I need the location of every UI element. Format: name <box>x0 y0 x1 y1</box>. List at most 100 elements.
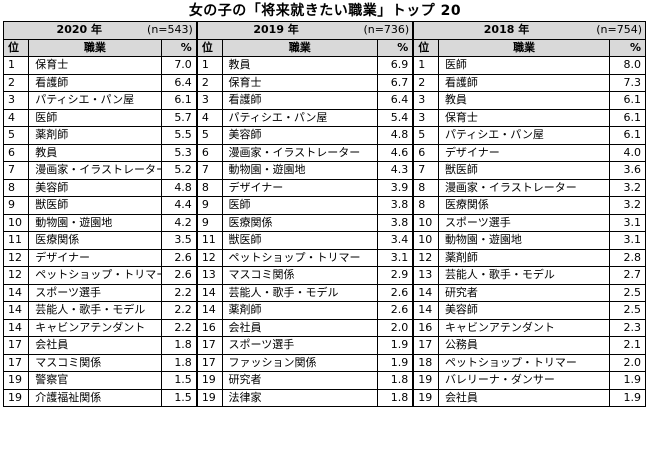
rank-cell: 6 <box>412 143 439 162</box>
pct-cell: 3.5 <box>160 231 198 250</box>
rank-cell: 16 <box>412 318 439 337</box>
table-row: 7 漫画家・イラストレーター 5.2 7 動物園・遊園地 4.3 7 獣医師 3.6 <box>2 161 646 180</box>
rank-header: 位 <box>412 38 439 57</box>
job-cell: 医療関係 <box>221 213 379 232</box>
year-header-row: 2020 年 (n=543) 2019 年 (n=736) 2018 年 (n=… <box>2 21 647 40</box>
job-cell: 医師 <box>221 196 379 215</box>
job-cell: 保育士 <box>221 73 379 92</box>
job-cell: マスコミ関係 <box>221 266 379 285</box>
job-cell: 医療関係 <box>437 196 611 215</box>
rank-cell: 19 <box>195 371 223 390</box>
rank-cell: 14 <box>2 283 30 302</box>
job-cell: 美容師 <box>221 126 379 145</box>
rank-cell: 9 <box>195 196 223 215</box>
job-cell: 美容師 <box>437 301 611 320</box>
job-cell: スポーツ選手 <box>437 213 611 232</box>
job-cell: キャビンアテンダント <box>28 318 162 337</box>
pct-header: % <box>160 38 198 57</box>
rank-cell: 7 <box>195 161 223 180</box>
table-row: 17 マスコミ関係 1.8 17 ファッション関係 1.9 18 ペットショップ・トリマー 2.… <box>2 353 646 372</box>
job-cell: 漫画家・イラストレーター <box>28 161 162 180</box>
table-row: 14 芸能人・歌手・モデル 2.2 14 薬剤師 2.6 14 美容師 2.5 <box>2 301 646 320</box>
rank-cell: 12 <box>2 266 30 285</box>
table-row: 4 医師 5.7 4 パティシエ・パン屋 5.4 3 保育士 6.1 <box>2 108 646 127</box>
rank-cell: 1 <box>412 56 439 75</box>
rank-cell: 14 <box>195 301 223 320</box>
table-row: 12 デザイナー 2.6 12 ペットショップ・トリマー 3.1 12 薬剤師 2.8 <box>2 248 646 267</box>
rank-cell: 17 <box>412 336 439 355</box>
pct-cell: 5.4 <box>377 108 414 127</box>
rank-cell: 17 <box>2 353 30 372</box>
pct-cell: 2.7 <box>609 266 646 285</box>
rank-cell: 8 <box>412 178 439 197</box>
table-row: 6 教員 5.3 6 漫画家・イラストレーター 4.6 6 デザイナー 4.0 <box>2 143 646 162</box>
pct-cell: 5.3 <box>160 143 198 162</box>
rank-cell: 3 <box>412 91 439 110</box>
pct-cell: 3.8 <box>377 196 414 215</box>
pct-cell: 3.8 <box>377 213 414 232</box>
rank-cell: 11 <box>195 231 223 250</box>
pct-cell: 2.6 <box>160 266 198 285</box>
pct-cell: 2.3 <box>609 318 646 337</box>
pct-cell: 6.7 <box>377 73 414 92</box>
job-cell: 芸能人・歌手・モデル <box>437 266 611 285</box>
pct-cell: 2.2 <box>160 301 198 320</box>
job-cell: 会社員 <box>437 388 611 407</box>
rank-cell: 12 <box>2 248 30 267</box>
pct-cell: 6.1 <box>609 108 646 127</box>
job-cell: 看護師 <box>221 91 379 110</box>
table-row: 8 美容師 4.8 8 デザイナー 3.9 8 漫画家・イラストレーター 3.2 <box>2 178 646 197</box>
job-cell: ファッション関係 <box>221 353 379 372</box>
rank-cell: 2 <box>195 73 223 92</box>
column-header-row: 位 職業 % 位 職業 % 位 職業 % <box>2 38 646 57</box>
pct-cell: 5.7 <box>160 108 198 127</box>
job-cell: スポーツ選手 <box>221 336 379 355</box>
pct-cell: 3.2 <box>609 196 646 215</box>
rank-cell: 6 <box>2 143 30 162</box>
page-title: 女の子の「将来就きたい職業」トップ 20 <box>188 3 462 19</box>
pct-cell: 1.9 <box>377 353 414 372</box>
pct-cell: 2.5 <box>609 301 646 320</box>
pct-cell: 5.2 <box>160 161 198 180</box>
rank-cell: 16 <box>195 318 223 337</box>
table-row: 10 動物園・遊園地 4.2 9 医療関係 3.8 10 スポーツ選手 3.1 <box>2 213 646 232</box>
job-cell: 漫画家・イラストレーター <box>437 178 611 197</box>
job-cell: 看護師 <box>437 73 611 92</box>
rank-cell: 4 <box>2 108 30 127</box>
pct-cell: 2.0 <box>377 318 414 337</box>
pct-cell: 6.4 <box>160 73 198 92</box>
sample-size: (n=736) <box>363 23 410 36</box>
pct-cell: 8.0 <box>609 56 646 75</box>
pct-cell: 6.1 <box>609 91 646 110</box>
job-cell: 警察官 <box>28 371 162 390</box>
job-cell: 医療関係 <box>28 231 162 250</box>
job-cell: デザイナー <box>221 178 379 197</box>
rank-cell: 10 <box>412 213 439 232</box>
pct-cell: 1.8 <box>377 371 414 390</box>
job-cell: ペットショップ・トリマー <box>221 248 379 267</box>
sample-size: (n=543) <box>147 23 193 36</box>
job-cell: 芸能人・歌手・モデル <box>221 283 379 302</box>
job-header: 職業 <box>437 38 611 57</box>
rank-cell: 3 <box>2 91 30 110</box>
rank-cell: 8 <box>412 196 439 215</box>
job-cell: 法律家 <box>221 388 379 407</box>
job-cell: 保育士 <box>28 56 162 75</box>
job-cell: 保育士 <box>437 108 611 127</box>
pct-cell: 4.8 <box>160 178 198 197</box>
table-row: 14 スポーツ選手 2.2 14 芸能人・歌手・モデル 2.6 14 研究者 2.5 <box>2 283 646 302</box>
job-cell: デザイナー <box>28 248 162 267</box>
job-cell: スポーツ選手 <box>28 283 162 302</box>
job-cell: ペットショップ・トリマー <box>437 353 611 372</box>
job-cell: キャビンアテンダント <box>437 318 611 337</box>
rank-cell: 2 <box>2 73 30 92</box>
rank-cell: 2 <box>412 73 439 92</box>
job-cell: 公務員 <box>437 336 611 355</box>
pct-cell: 6.1 <box>160 91 198 110</box>
year-label: 2019 年 <box>253 23 299 36</box>
job-cell: 研究者 <box>221 371 379 390</box>
rank-cell: 10 <box>2 213 30 232</box>
job-cell: 介護福祉関係 <box>28 388 162 407</box>
pct-cell: 4.6 <box>377 143 414 162</box>
rank-cell: 12 <box>412 248 439 267</box>
